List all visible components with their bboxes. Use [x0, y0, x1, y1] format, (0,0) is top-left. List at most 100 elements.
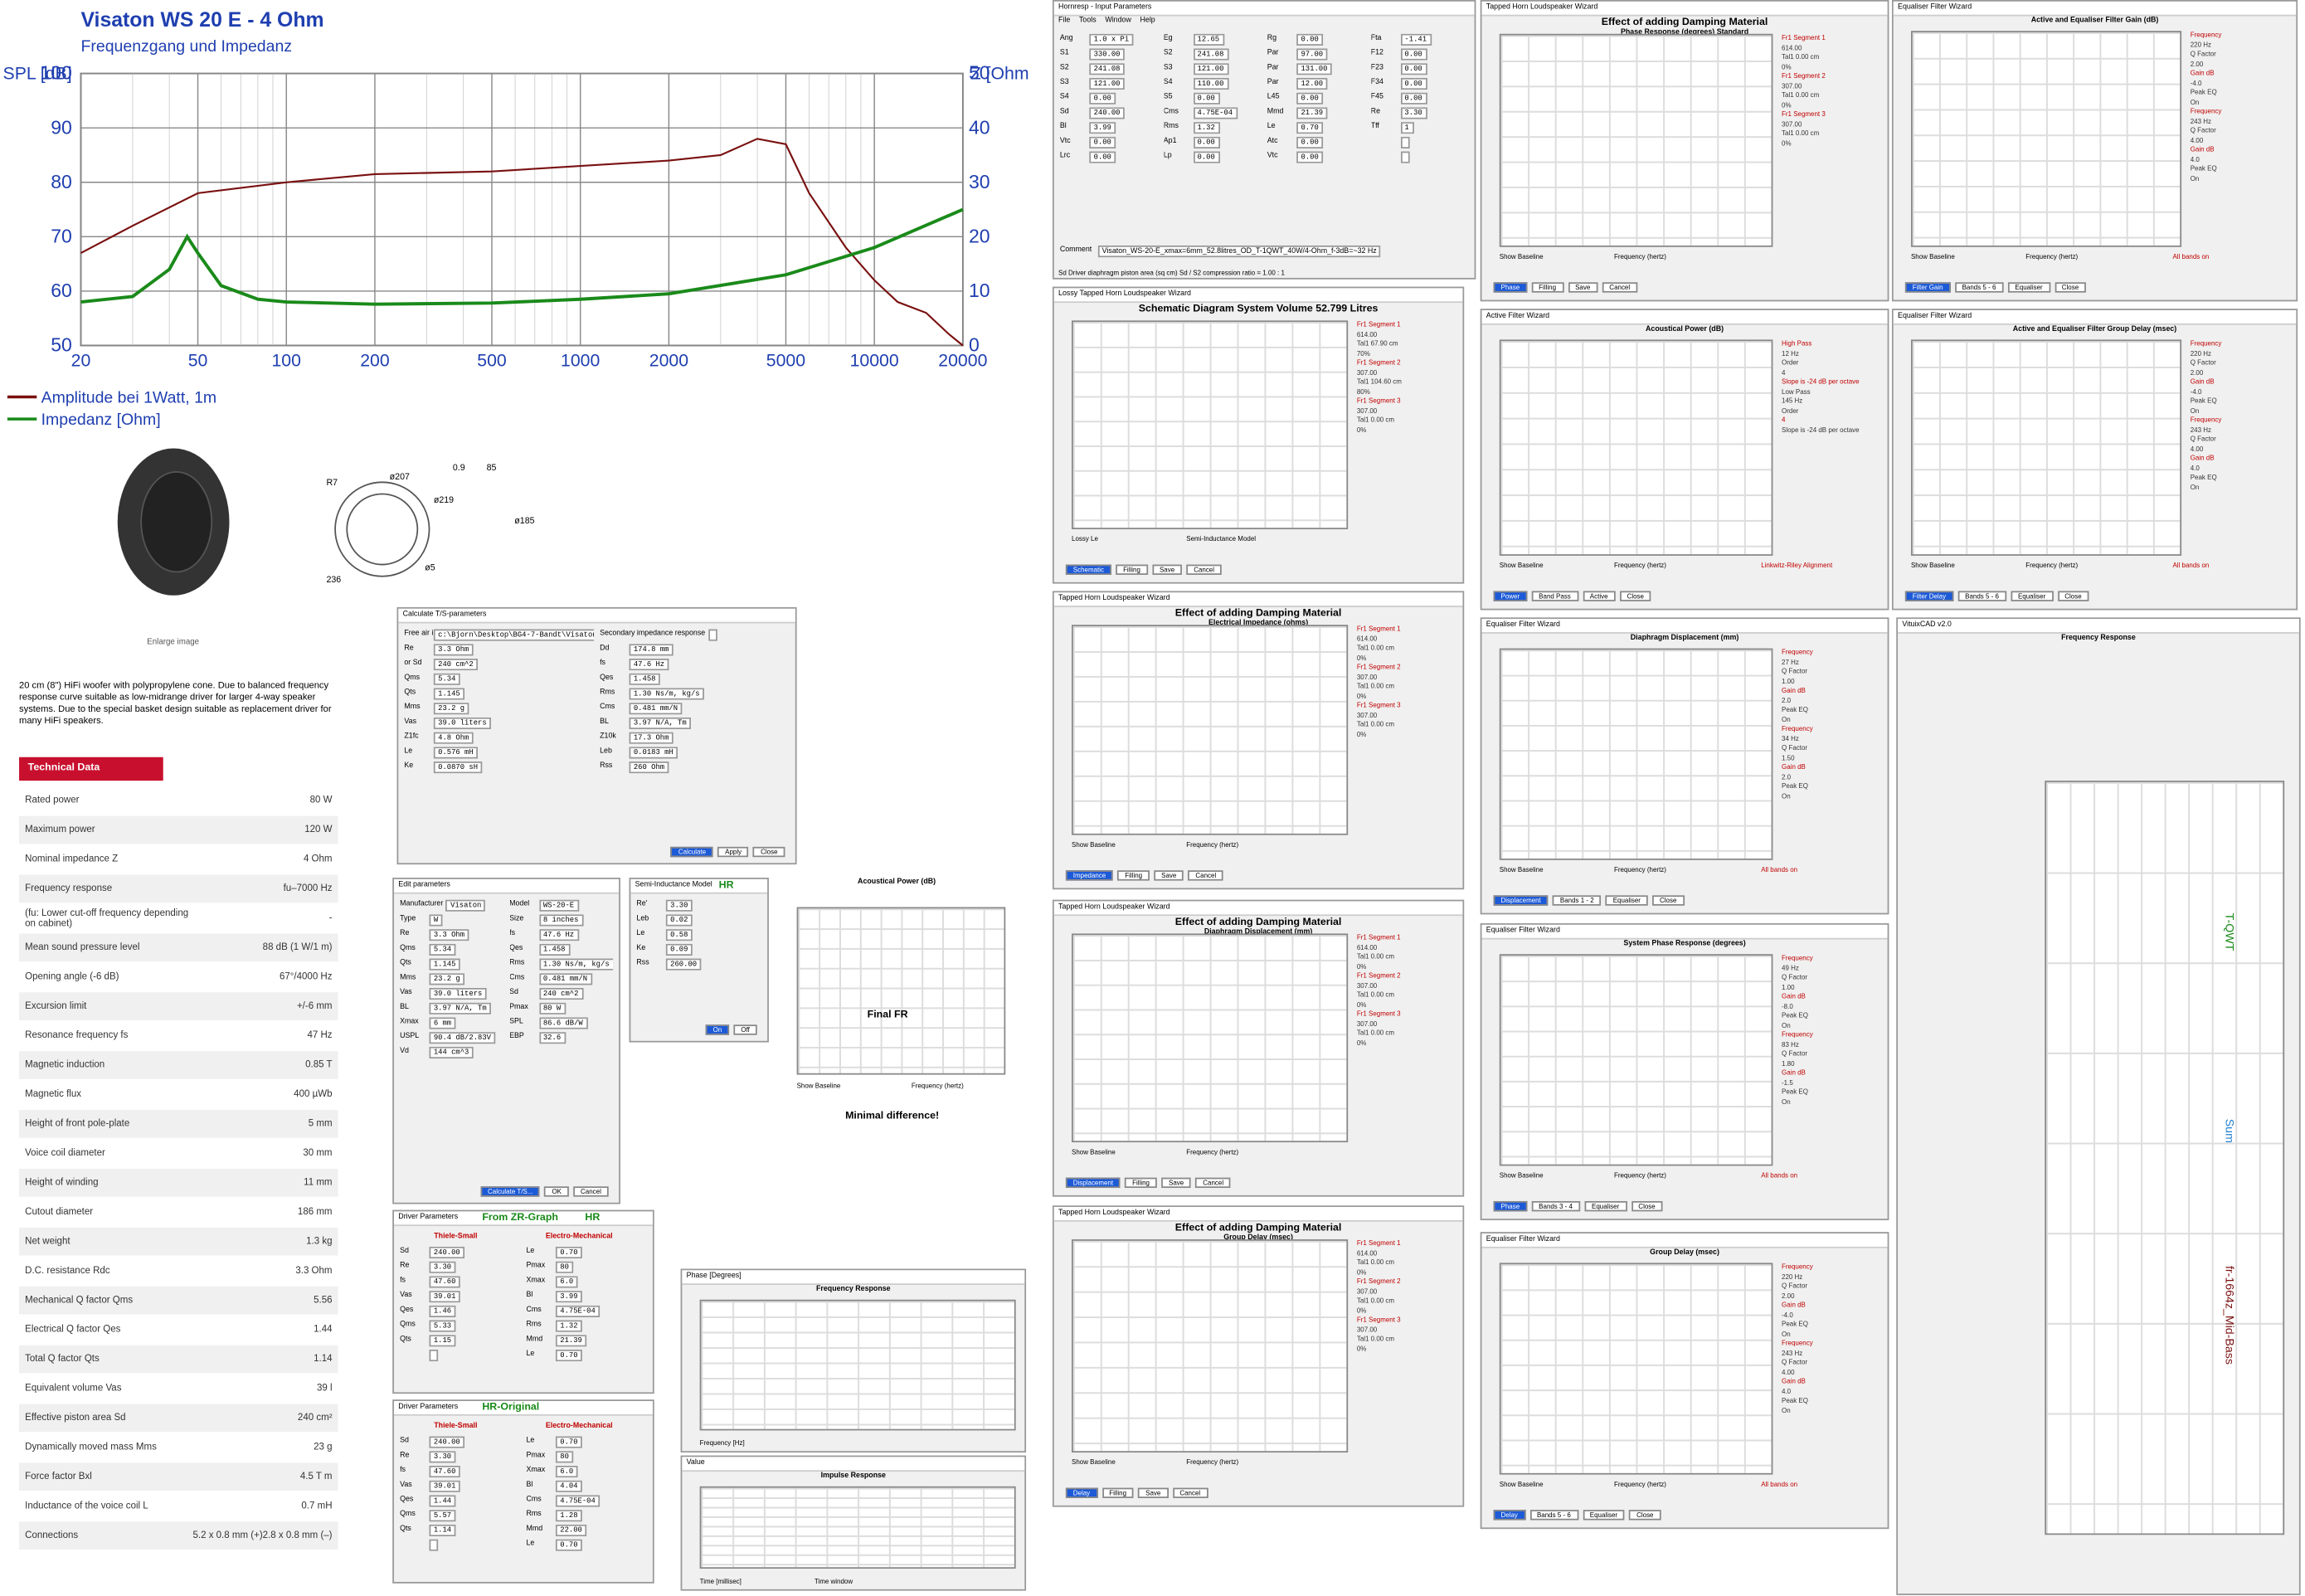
control[interactable]: Cancel: [1602, 282, 1638, 293]
control[interactable]: Filling: [1125, 1177, 1157, 1189]
footer-text: Show Baseline: [1072, 840, 1116, 849]
legend-label: Impedanz [Ohm]: [41, 411, 161, 429]
control[interactable]: Calculate T/S...: [480, 1186, 541, 1197]
control[interactable]: Active: [1582, 591, 1616, 601]
control[interactable]: Close: [1631, 1200, 1663, 1212]
control[interactable]: Equaliser: [1605, 895, 1648, 906]
control[interactable]: Impedance: [1065, 870, 1114, 881]
control[interactable]: Save: [1152, 564, 1183, 575]
control[interactable]: Close: [2054, 282, 2087, 293]
side-label: On: [1782, 1406, 1791, 1414]
control[interactable]: Cancel: [1195, 1177, 1231, 1189]
field: EBP 32.6: [509, 1032, 613, 1044]
side-label: 1.00: [1782, 677, 1795, 685]
control[interactable]: Save: [1138, 1487, 1169, 1498]
control[interactable]: Apply: [717, 846, 749, 858]
control[interactable]: Cancel: [573, 1186, 609, 1197]
side-label: 70%: [1356, 348, 1370, 357]
window: Tapped Horn Loudspeaker Wizard Effect of …: [1052, 591, 1465, 890]
control[interactable]: Delay: [1493, 1510, 1525, 1521]
control[interactable]: Phase: [1493, 1200, 1528, 1212]
field: S3 121.00: [1164, 63, 1262, 75]
tech-label: Dynamically moved mass Mms: [25, 1442, 157, 1453]
control[interactable]: Displacement: [1065, 1177, 1121, 1189]
control[interactable]: Save: [1568, 282, 1598, 293]
field-grid: Ang 1.0 x Pi Eg 12.65 Rg 0.00 Fta -1.41 S1 330.00…: [1059, 33, 1469, 163]
window-heading: Effect of adding Damping Material: [1174, 608, 1342, 620]
control[interactable]: Filter Gain: [1904, 282, 1951, 293]
control[interactable]: Equaliser: [1582, 1510, 1625, 1521]
field-label: Leb: [600, 747, 612, 756]
field-label: Bl: [1059, 122, 1067, 131]
control[interactable]: Bands 3 - 4: [1531, 1200, 1580, 1212]
field-value: c:\Bjorn\Desktop\BG4-7-Bandt\Visaton_WS-…: [433, 629, 595, 641]
tech-row: Maximum power 120 W: [19, 815, 338, 846]
control[interactable]: Close: [1629, 1510, 1661, 1521]
tech-value: 5.2 x 0.8 mm (+)2.8 x 0.8 mm (–): [192, 1530, 333, 1541]
control[interactable]: Bands 5 - 6: [1529, 1510, 1578, 1521]
control[interactable]: Bands 5 - 6: [1957, 591, 2006, 601]
control[interactable]: Phase: [1493, 282, 1528, 293]
drawing-label: ø185: [514, 517, 535, 527]
side-panel: Fr1 Segment 1 614.00 Tal1 0.00 cm 0% Fr1 Seg…: [1357, 1239, 1460, 1354]
control[interactable]: Equaliser: [2011, 591, 2054, 601]
control[interactable]: On: [705, 1024, 730, 1035]
control[interactable]: Band Pass: [1531, 591, 1578, 601]
plot: [1910, 31, 2182, 247]
y2-tick-label: 10: [969, 280, 990, 301]
field-label: Vas: [400, 1291, 412, 1300]
control[interactable]: Cancel: [1186, 564, 1222, 575]
plot-heading: Electrical Impedance (ohms): [1208, 619, 1309, 628]
control[interactable]: Calculate: [670, 846, 713, 858]
footer-text: Time window: [814, 1577, 853, 1585]
control[interactable]: Bands 1 - 2: [1553, 895, 1602, 906]
control[interactable]: Bands 5 - 6: [1954, 282, 2004, 293]
control[interactable]: Save: [1154, 870, 1184, 881]
window-heading: Effect of adding Damping Material: [1601, 17, 1768, 28]
control[interactable]: Power: [1493, 591, 1528, 601]
control[interactable]: Filling: [1101, 1487, 1134, 1498]
control[interactable]: Close: [1652, 895, 1685, 906]
control[interactable]: Displacement: [1493, 895, 1549, 906]
control[interactable]: Schematic: [1065, 564, 1111, 575]
plot: [2045, 781, 2285, 1535]
control[interactable]: Close: [2057, 591, 2089, 601]
field-label: Qms: [400, 1510, 416, 1519]
control[interactable]: Equaliser: [2007, 282, 2050, 293]
control[interactable]: OK: [544, 1186, 569, 1197]
control-bar: Schematic Filling Save Cancel: [1065, 564, 1456, 575]
field-label: Xmax: [526, 1276, 546, 1285]
field-value: 174.8 mm: [629, 644, 674, 656]
control[interactable]: Cancel: [1172, 1487, 1208, 1498]
field: Qts 1.145: [404, 688, 594, 700]
tech-row: Effective piston area Sd 240 cm²: [19, 1404, 338, 1433]
control[interactable]: Close: [753, 846, 785, 858]
control[interactable]: Filling: [1116, 564, 1148, 575]
side-label: 307.00: [1356, 1325, 1378, 1333]
control[interactable]: Close: [1619, 591, 1651, 601]
field: Cms 0.481 mm/N: [600, 703, 790, 715]
field: Vas 39.0 liters: [404, 717, 594, 730]
control[interactable]: Equaliser: [1584, 1200, 1627, 1212]
side-label: 0%: [1782, 139, 1792, 147]
control[interactable]: Filling: [1531, 282, 1563, 293]
field-label: Free air impedance response: [404, 629, 499, 639]
side-label: Frequency: [1782, 1339, 1813, 1347]
control[interactable]: Filling: [1117, 870, 1150, 881]
x-tick-label: 10000: [850, 350, 899, 370]
side-label: 614.00: [1356, 942, 1378, 951]
control[interactable]: Cancel: [1188, 870, 1224, 881]
control[interactable]: Delay: [1065, 1487, 1098, 1498]
field-value: 8 inches: [538, 914, 583, 927]
legend-label: Amplitude bei 1Watt, 1m: [41, 389, 217, 407]
field: Vas 39.01: [400, 1480, 520, 1492]
control[interactable]: Filter Delay: [1904, 591, 1953, 601]
control[interactable]: Off: [733, 1024, 757, 1035]
drawing-label: ø5: [425, 564, 435, 574]
side-label: 12 Hz: [1782, 348, 1799, 357]
side-label: 220 Hz: [2190, 40, 2212, 48]
side-label: -1.5: [1782, 1078, 1793, 1086]
side-label: Tal1 104.60 cm: [1356, 377, 1402, 386]
control[interactable]: Save: [1161, 1177, 1192, 1189]
field: Par 131.00: [1267, 63, 1365, 75]
